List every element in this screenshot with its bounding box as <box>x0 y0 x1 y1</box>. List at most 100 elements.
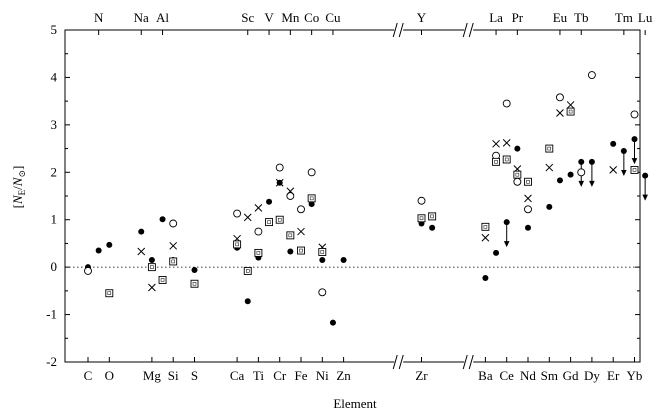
data-point-cross <box>254 204 263 212</box>
x-axis-top: N Na Al Sc V Mn Co Cu Y La Pr Eu Tb Tm Lu <box>94 10 653 35</box>
ylabel-subscript-e: E <box>17 189 27 195</box>
x-tick-label-fe: Fe <box>295 368 308 383</box>
data-point-cross <box>137 247 146 256</box>
marker-box-inner <box>299 248 303 253</box>
marker-box-inner <box>150 265 154 269</box>
marker-box-inner <box>288 233 293 238</box>
plot-border <box>64 29 641 363</box>
break-gap <box>394 359 404 365</box>
ylabel-n: N <box>10 176 25 187</box>
data-point-open-circle <box>502 99 511 108</box>
data-point-filled-circle <box>567 171 574 178</box>
x-top-label-cu: Cu <box>325 10 341 25</box>
x-tick-label-ti: Ti <box>253 368 264 383</box>
break-gap <box>464 359 474 365</box>
marker-box-inner <box>267 220 271 224</box>
marker-filled-circle <box>556 177 563 184</box>
data-point-cross <box>556 109 564 117</box>
marker-filled-circle <box>287 248 294 255</box>
data-point-boxed-dot <box>243 266 252 275</box>
marker-filled-circle <box>546 203 553 210</box>
data-point-filled-circle <box>287 248 294 255</box>
ylabel-n: N <box>10 194 25 205</box>
marker-box-inner <box>192 281 197 286</box>
marker-box-inner <box>246 269 250 273</box>
x-tick-label-ce: Ce <box>499 368 514 383</box>
marker-open-circle <box>307 168 316 177</box>
data-point-filled-circle <box>482 275 489 282</box>
data-point-boxed-dot <box>169 257 178 266</box>
marker-open-circle <box>84 266 92 275</box>
marker-filled-circle <box>266 198 273 205</box>
data-point-filled-circle <box>556 177 563 184</box>
marker-filled-circle <box>610 140 617 147</box>
data-point-boxed-dot <box>318 248 327 256</box>
marker-filled-circle <box>95 247 102 254</box>
data-point-boxed-dot <box>286 231 295 240</box>
marker-box-inner <box>568 109 573 114</box>
x-tick-label-mg: Mg <box>143 368 162 383</box>
data-point-cross <box>502 139 511 147</box>
x-top-label-lu: Lu <box>638 10 653 25</box>
marker-cross-stroke <box>243 213 252 222</box>
marker-box-inner <box>526 180 530 184</box>
data-point-open-circle <box>84 266 92 275</box>
break-gap <box>394 27 404 33</box>
data-point-cross <box>524 194 532 203</box>
marker-filled-circle <box>493 249 500 256</box>
x-top-label-mn: Mn <box>281 10 300 25</box>
marker-cross-stroke <box>286 187 295 196</box>
data-point-boxed-dot <box>502 155 511 164</box>
data-point-filled-circle <box>159 216 166 223</box>
data-point-cross <box>297 227 305 236</box>
marker-open-circle <box>254 227 263 236</box>
marker-open-circle <box>630 110 639 119</box>
marker-box-inner <box>309 196 314 201</box>
ylabel-bracket-open: [ <box>10 204 25 208</box>
ylabel-bracket-close: ] <box>10 166 25 170</box>
break-slash <box>462 22 468 38</box>
data-point-boxed-dot <box>265 218 273 227</box>
data-point-boxed-dot <box>158 275 167 284</box>
data-point-boxed-dot <box>545 144 554 153</box>
data-point-open-circle <box>417 196 426 205</box>
marker-cross-stroke <box>254 204 263 212</box>
y-tick-label: -1 <box>46 307 57 322</box>
data-point-boxed-dot <box>481 222 490 231</box>
marker-open-circle <box>233 209 242 218</box>
y-tick-label: 3 <box>51 117 58 132</box>
upper-limit-arrowhead <box>503 241 510 248</box>
marker-box-inner <box>277 217 282 222</box>
marker-cross-stroke <box>566 101 575 109</box>
data-point-filled-circle <box>244 298 251 305</box>
data-point-open-circle <box>286 192 295 200</box>
data-point-filled-circle <box>620 147 627 176</box>
data-point-filled-circle <box>95 247 102 254</box>
data-point-boxed-dot <box>105 289 114 298</box>
break-slash <box>468 22 474 38</box>
marker-open-circle <box>275 163 284 172</box>
marker-box-inner <box>320 250 325 254</box>
marker-cross-stroke <box>481 233 490 242</box>
y-axis: -2 -1 0 1 2 3 4 5 <box>46 22 640 369</box>
marker-cross-stroke <box>275 178 284 187</box>
upper-limit-arrowhead <box>589 180 595 187</box>
data-point-cross <box>566 101 575 109</box>
x-tick-label-ba: Ba <box>478 368 493 383</box>
data-point-boxed-dot <box>307 194 316 203</box>
y-tick-label: 0 <box>51 259 58 274</box>
y-tick-label: 4 <box>51 69 58 84</box>
marker-open-circle <box>417 196 426 205</box>
upper-limit-arrowhead <box>642 194 648 201</box>
x-top-label-al: Al <box>156 10 169 25</box>
marker-box-inner <box>256 251 261 255</box>
marker-cross-stroke <box>556 109 564 117</box>
marker-open-circle <box>286 192 295 200</box>
data-point-open-circle <box>297 205 305 214</box>
x-tick-label-o: O <box>105 368 114 383</box>
data-point-cross <box>148 283 156 292</box>
x-top-label-tm: Tm <box>615 10 633 25</box>
x-tick-label-si: Si <box>168 368 179 383</box>
data-point-boxed-dot <box>524 177 532 186</box>
